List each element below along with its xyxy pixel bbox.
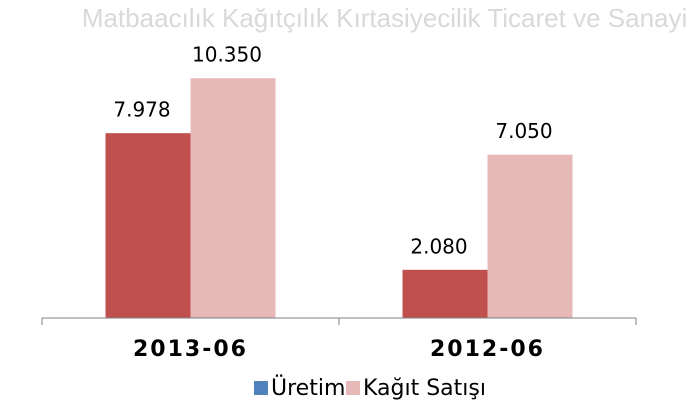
value-label: 7.050 — [495, 119, 552, 143]
legend-swatch — [254, 381, 268, 395]
x-tick-label: 2012-06 — [430, 337, 545, 362]
value-label: 7.978 — [113, 98, 170, 122]
legend-swatch — [346, 381, 360, 395]
bar — [402, 269, 488, 318]
x-tick-label: 2013-06 — [133, 337, 248, 362]
watermark: Matbaacılık Kağıtçılık Kırtasiyecilik Ti… — [82, 3, 692, 33]
legend-label: Kağıt Satışı — [363, 376, 486, 401]
bar — [105, 133, 191, 318]
value-label: 10.350 — [192, 43, 262, 67]
bar — [190, 78, 276, 318]
legend-label: Üretim — [271, 375, 345, 401]
value-label: 2.080 — [410, 234, 467, 258]
bar — [487, 154, 573, 318]
